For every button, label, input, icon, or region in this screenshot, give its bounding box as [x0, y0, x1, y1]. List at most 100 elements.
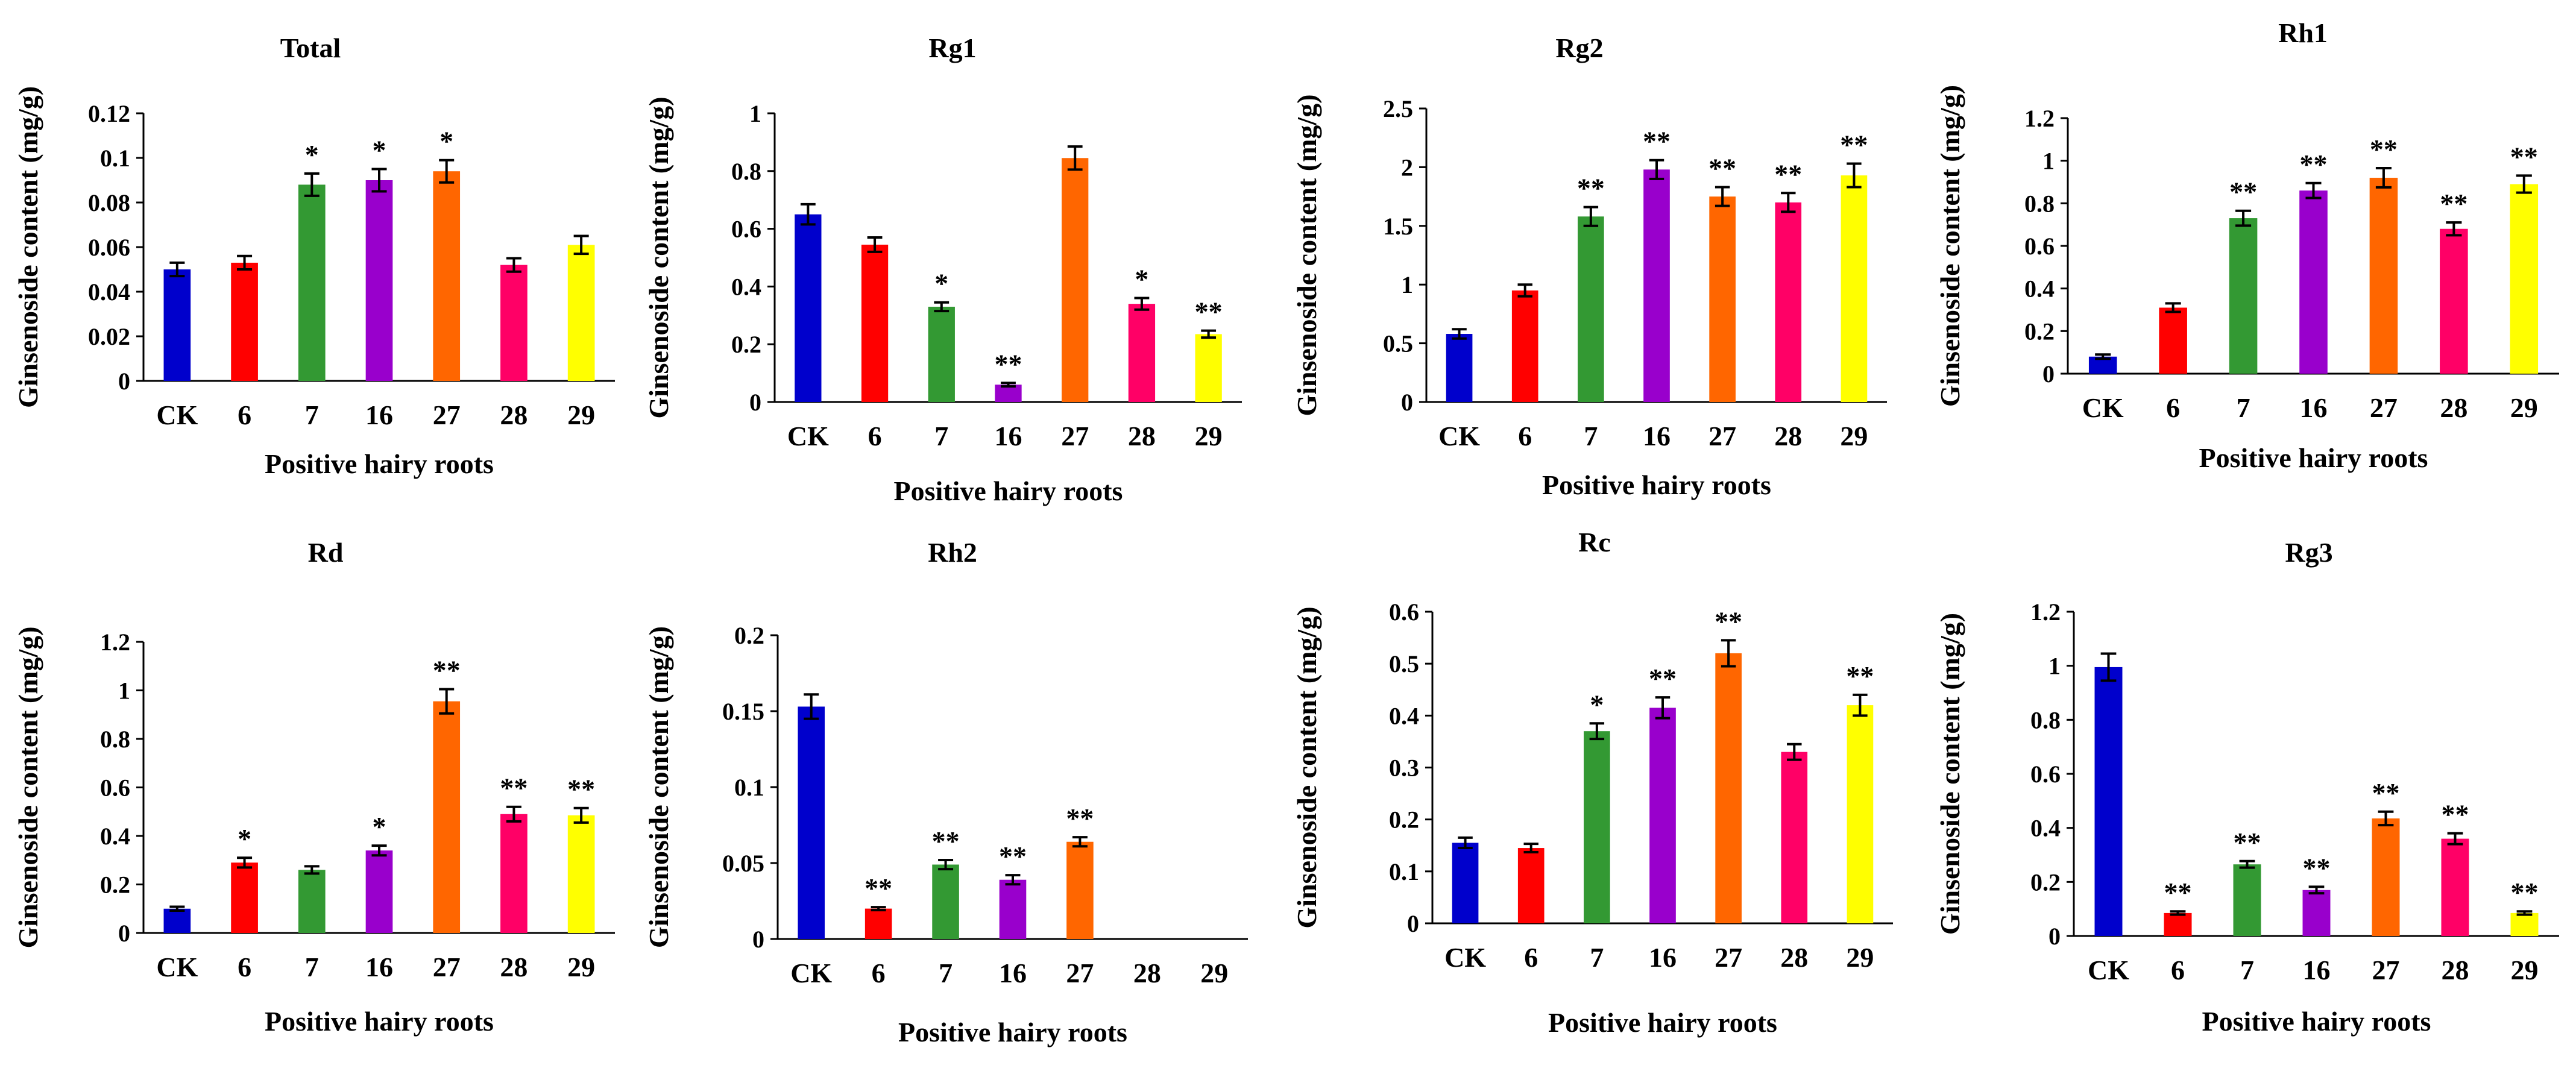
- bar-27: [2372, 818, 2400, 936]
- category-label: CK: [156, 952, 198, 982]
- error-bar: [1067, 145, 1083, 171]
- category-label: 28: [1133, 958, 1161, 988]
- error-bar: [2235, 209, 2252, 227]
- y-axis-label: Ginsenoside content (mg/g): [1935, 613, 1965, 935]
- bar-ck: [798, 706, 825, 939]
- category-label: 6: [868, 421, 882, 451]
- bar-ck: [163, 269, 191, 381]
- category-label: 6: [872, 958, 886, 988]
- y-tick-label: 0: [118, 368, 130, 395]
- bar-7: [2229, 218, 2258, 374]
- category-label: 6: [1518, 421, 1532, 451]
- bar-6: [2164, 912, 2192, 936]
- error-bar: [2378, 810, 2394, 827]
- x-axis-label: Positive hairy roots: [2202, 1006, 2431, 1037]
- error-bar: [2447, 832, 2463, 846]
- significance-marker: **: [1643, 126, 1671, 157]
- y-tick-label: 0.02: [88, 323, 130, 350]
- error-bar: [871, 906, 886, 912]
- y-tick-label: 0.8: [100, 726, 130, 753]
- bar-ck: [1446, 334, 1473, 402]
- category-label: 7: [305, 952, 319, 982]
- category-label: 16: [995, 421, 1022, 451]
- category-label: 27: [2370, 392, 2398, 423]
- y-tick-label: 0: [1401, 389, 1413, 416]
- bar-ck: [2094, 667, 2123, 936]
- y-tick-label: 0.8: [731, 158, 761, 185]
- error-bar: [934, 301, 949, 313]
- bar-28: [1128, 304, 1156, 402]
- y-tick-label: 0.4: [1389, 702, 1419, 729]
- category-label: 6: [238, 400, 251, 430]
- y-axis-label: Ginsenoside content (mg/g): [1291, 606, 1322, 928]
- bar-29: [2510, 912, 2539, 936]
- y-tick-label: 0.2: [2030, 868, 2061, 896]
- significance-marker: *: [1590, 689, 1604, 720]
- bar-7: [298, 184, 326, 381]
- y-tick-label: 2: [1401, 154, 1413, 181]
- bar-7: [1584, 731, 1610, 923]
- y-tick-label: 0.15: [722, 698, 764, 725]
- bar-29: [1195, 334, 1222, 402]
- category-label: 27: [1715, 942, 1742, 973]
- y-tick-label: 0.08: [88, 189, 130, 216]
- category-label: 29: [567, 952, 595, 982]
- error-bar: [1005, 874, 1021, 886]
- bar-29: [567, 245, 595, 381]
- significance-marker: **: [2442, 799, 2469, 830]
- bar-6: [231, 262, 258, 381]
- error-bar: [1781, 192, 1796, 213]
- significance-marker: **: [1840, 130, 1868, 160]
- significance-marker: **: [2372, 777, 2400, 808]
- panel-title: Rh2: [928, 537, 977, 568]
- bar-29: [567, 815, 595, 933]
- significance-marker: **: [1708, 153, 1736, 184]
- error-bar: [2308, 885, 2325, 895]
- y-tick-label: 0.2: [1389, 806, 1419, 834]
- category-label: 27: [1061, 421, 1089, 451]
- bar-16: [1649, 708, 1676, 923]
- category-label: 28: [1128, 421, 1156, 451]
- chart-panel-rc: Rc 0 0.1 0.2 0.3 0.4 0.5 0.6 CK 6 * 7 ** 16 ** 27 28 ** 29…: [1291, 527, 1893, 1038]
- bar-28: [1775, 202, 1802, 402]
- category-label: 27: [2372, 955, 2400, 985]
- panel-title: Rd: [308, 537, 344, 568]
- error-bar: [506, 805, 521, 823]
- significance-marker: **: [2511, 877, 2539, 908]
- category-label: 16: [2300, 392, 2328, 423]
- x-axis-label: Positive hairy roots: [265, 1006, 494, 1037]
- category-label: 16: [1649, 942, 1677, 973]
- error-bar: [169, 261, 185, 278]
- error-bar: [1589, 722, 1605, 741]
- y-axis-label: Ginsenoside content (mg/g): [1935, 85, 1965, 407]
- y-tick-label: 0.2: [734, 622, 764, 649]
- significance-marker: **: [995, 348, 1022, 379]
- bar-7: [2233, 864, 2261, 936]
- error-bar: [867, 236, 883, 253]
- bar-6: [861, 244, 889, 402]
- bar-6: [231, 862, 258, 933]
- bar-6: [2159, 307, 2187, 374]
- y-tick-label: 0.6: [1389, 598, 1419, 626]
- y-tick-label: 0.3: [1389, 755, 1419, 782]
- category-label: 29: [1200, 958, 1228, 988]
- category-label: 29: [567, 400, 595, 430]
- category-label: 16: [365, 400, 393, 430]
- y-tick-label: 0.4: [731, 273, 761, 300]
- panel-title: Rh1: [2278, 17, 2328, 48]
- significance-marker: **: [864, 873, 892, 903]
- y-tick-label: 0.1: [100, 145, 130, 172]
- y-tick-label: 0.1: [1389, 858, 1419, 885]
- y-tick-label: 1.5: [1383, 213, 1413, 240]
- category-label: CK: [1444, 942, 1486, 973]
- significance-marker: **: [2303, 852, 2331, 883]
- category-label: 29: [1195, 421, 1223, 451]
- error-bar: [506, 257, 521, 273]
- error-bar: [1715, 186, 1730, 207]
- y-tick-label: 1.2: [100, 629, 130, 656]
- bar-28: [500, 265, 527, 381]
- y-tick-label: 0: [1407, 910, 1419, 937]
- error-bar: [2446, 221, 2462, 237]
- y-tick-label: 0.2: [100, 871, 130, 899]
